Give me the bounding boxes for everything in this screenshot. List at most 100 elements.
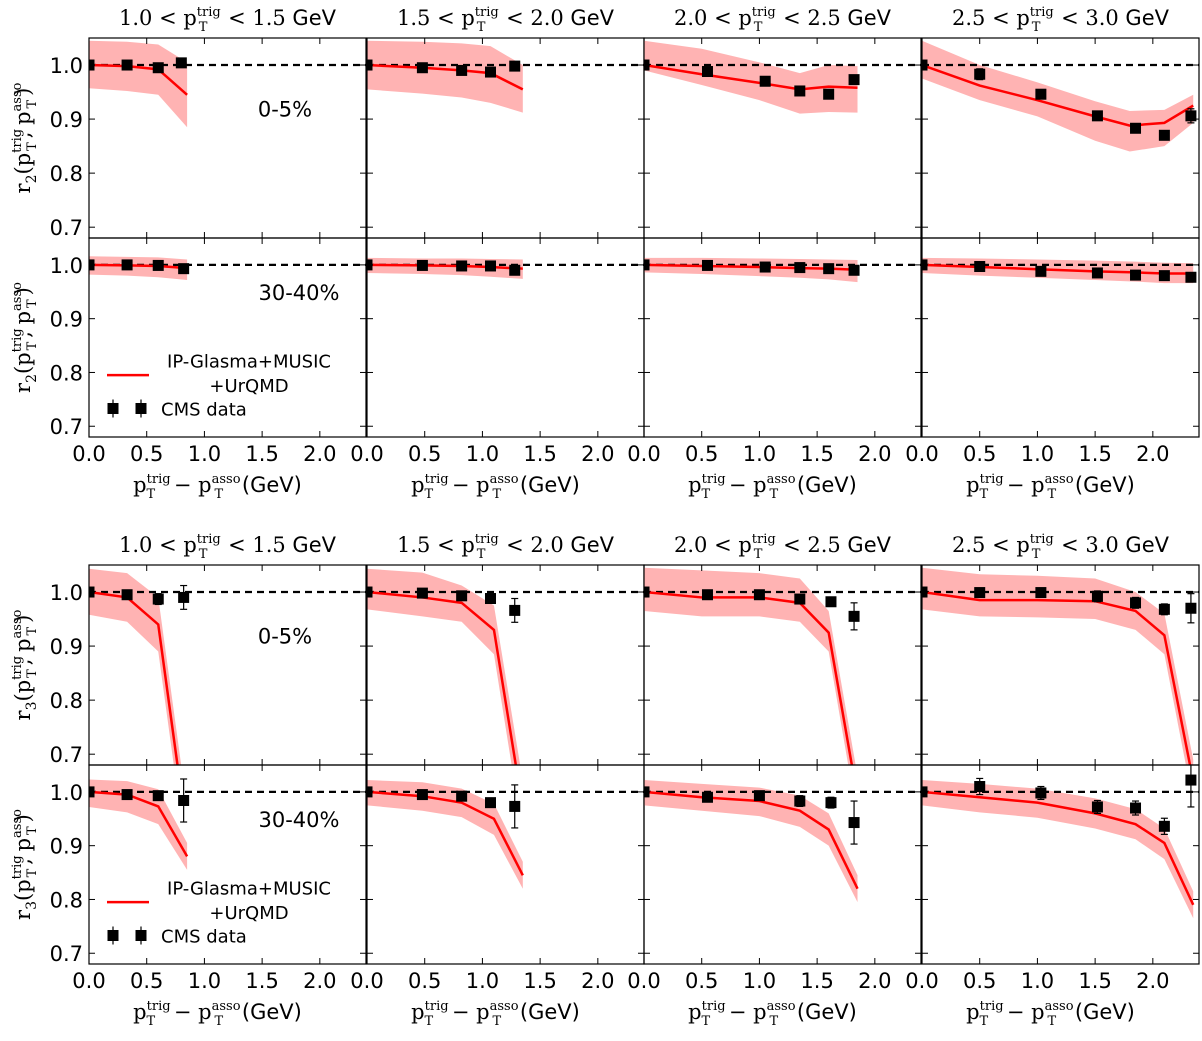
r2-row0-col3-plot xyxy=(922,40,1199,152)
data-point xyxy=(1130,802,1142,814)
y-tick-label: 0.8 xyxy=(50,162,83,186)
r3-col2-title: 2.0 < ptrig T < 2.5 GeV xyxy=(674,532,892,562)
legend-data-swatch xyxy=(107,929,119,941)
r2-row1-col3-frame xyxy=(921,237,1200,438)
x-tick-label: 1.0 xyxy=(1021,969,1054,993)
x-tick-label: 1.5 xyxy=(1078,442,1111,466)
data-point xyxy=(974,261,986,273)
legend-data-label: CMS data xyxy=(161,926,247,947)
x-tick-label: 1.5 xyxy=(523,969,556,993)
x-tick-label: 0.0 xyxy=(627,969,660,993)
x-tick-label: 0.0 xyxy=(350,442,383,466)
legend-data-swatch xyxy=(135,402,147,414)
model-uncertainty-band xyxy=(89,779,188,870)
centrality-label: 30-40% xyxy=(259,808,340,832)
data-point xyxy=(1158,820,1170,832)
data-point xyxy=(701,66,713,78)
data-point xyxy=(1185,774,1197,786)
x-tick-label: 1.5 xyxy=(245,442,278,466)
r2-col0-title: 1.0 < ptrig T < 1.5 GeV xyxy=(119,5,337,35)
x-tick-label: 0.5 xyxy=(685,442,718,466)
data-point xyxy=(848,610,860,622)
data-point xyxy=(456,64,468,76)
r3-row1-col2-plot xyxy=(644,780,921,903)
data-point xyxy=(152,790,164,802)
y-tick-label: 0.7 xyxy=(50,415,83,439)
data-point xyxy=(456,590,468,602)
r2-col2-title: 2.0 < ptrig T < 2.5 GeV xyxy=(674,5,892,35)
data-point xyxy=(178,263,190,275)
r3-col2-xlabel: ptrig T − passo T (GeV) xyxy=(688,999,857,1029)
model-line xyxy=(644,63,858,91)
model-uncertainty-band xyxy=(922,567,1194,765)
data-point xyxy=(794,795,806,807)
data-point xyxy=(509,800,521,812)
x-tick-label: 1.0 xyxy=(466,969,499,993)
r3-row1-col0-plot xyxy=(89,778,366,870)
x-tick-label: 1.5 xyxy=(800,442,833,466)
r3-col3-title: 2.5 < ptrig T < 3.0 GeV xyxy=(952,532,1170,562)
data-point xyxy=(759,261,771,273)
data-point xyxy=(1130,269,1142,281)
data-point xyxy=(416,789,428,801)
x-tick-label: 2.0 xyxy=(1136,442,1169,466)
x-tick-label: 2.0 xyxy=(858,969,891,993)
data-point xyxy=(121,259,133,271)
data-point xyxy=(794,262,806,274)
data-point xyxy=(121,59,133,71)
data-point xyxy=(509,60,521,72)
r2-row1-col0-plot xyxy=(89,256,366,280)
data-point xyxy=(456,790,468,802)
data-point xyxy=(484,260,496,272)
model-uncertainty-band xyxy=(89,568,182,765)
r2-col3-title: 2.5 < ptrig T < 3.0 GeV xyxy=(952,5,1170,35)
x-tick-label: 2.0 xyxy=(303,442,336,466)
r3-row0-ylabel: r3(ptrigT, passoT) xyxy=(10,609,40,720)
model-line xyxy=(367,590,518,765)
x-tick-label: 0.0 xyxy=(905,969,938,993)
legend-data-swatch xyxy=(135,929,147,941)
y-tick-label: 0.9 xyxy=(50,835,83,859)
y-tick-label: 0.8 xyxy=(50,888,83,912)
r2-row1-col3-plot xyxy=(922,257,1199,284)
data-point xyxy=(848,817,860,829)
r2-col1-title: 1.5 < ptrig T < 2.0 GeV xyxy=(397,5,615,35)
x-tick-label: 0.0 xyxy=(72,969,105,993)
r3-row1-col3-plot xyxy=(922,765,1199,919)
y-tick-label: 0.8 xyxy=(50,689,83,713)
legend-model-label-2: +UrQMD xyxy=(209,903,288,924)
x-tick-label: 2.0 xyxy=(581,969,614,993)
centrality-label: 0-5% xyxy=(258,97,312,121)
model-uncertainty-band xyxy=(644,567,856,765)
data-point xyxy=(484,797,496,809)
r3-col1-xlabel: ptrig T − passo T (GeV) xyxy=(411,999,580,1029)
r2-row1-col2-frame xyxy=(643,237,922,438)
data-point xyxy=(1130,122,1142,134)
data-point xyxy=(484,66,496,78)
r2-row0-col0-plot xyxy=(89,40,366,128)
r3-col0-title: 1.0 < ptrig T < 1.5 GeV xyxy=(119,532,337,562)
data-point xyxy=(152,62,164,74)
r2-row1-col2-plot xyxy=(644,257,921,283)
r2-col0-xlabel: ptrig T − passo T (GeV) xyxy=(133,472,302,502)
model-line xyxy=(644,790,859,890)
data-point xyxy=(1158,603,1170,615)
x-tick-label: 0.5 xyxy=(963,969,996,993)
svg-text:r3(ptrigT, passoT): r3(ptrigT, passoT) xyxy=(10,809,40,920)
data-point xyxy=(509,604,521,616)
model-uncertainty-band xyxy=(644,780,858,903)
data-point xyxy=(848,264,860,276)
x-tick-label: 0.5 xyxy=(408,442,441,466)
r2-row1-ylabel: r2(ptrigT, passoT) xyxy=(10,282,40,393)
r3-row1-col3-frame xyxy=(921,764,1200,965)
data-point xyxy=(416,259,428,271)
x-tick-label: 1.0 xyxy=(743,442,776,466)
x-tick-label: 1.0 xyxy=(466,442,499,466)
y-tick-label: 0.7 xyxy=(50,942,83,966)
model-uncertainty-band xyxy=(89,40,188,128)
x-tick-label: 0.5 xyxy=(130,969,163,993)
y-tick-label: 1.0 xyxy=(50,581,83,605)
x-tick-label: 0.5 xyxy=(408,969,441,993)
